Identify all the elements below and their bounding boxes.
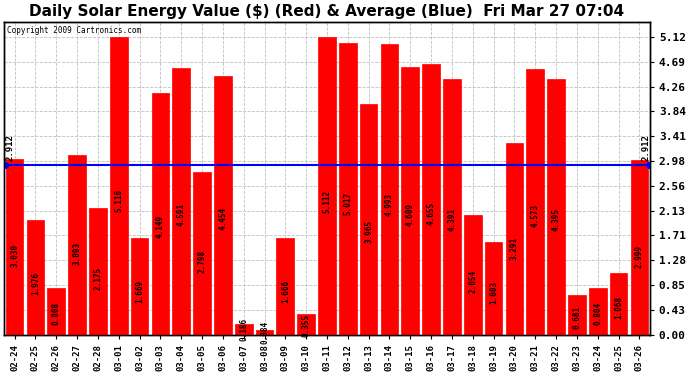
Bar — [339, 43, 357, 335]
Text: 4.454: 4.454 — [218, 207, 227, 230]
Bar — [277, 238, 294, 335]
Bar — [48, 288, 65, 335]
Text: 4.149: 4.149 — [156, 214, 165, 238]
Bar — [526, 69, 544, 335]
Bar — [568, 295, 586, 335]
Bar — [547, 79, 565, 335]
Text: 4.573: 4.573 — [531, 204, 540, 227]
Text: 4.591: 4.591 — [177, 203, 186, 226]
Text: 5.017: 5.017 — [344, 192, 353, 215]
Text: 4.609: 4.609 — [406, 202, 415, 226]
Bar — [631, 160, 648, 335]
Bar — [318, 38, 336, 335]
Bar — [235, 324, 253, 335]
Text: 4.655: 4.655 — [426, 201, 435, 225]
Text: 1.603: 1.603 — [489, 281, 498, 304]
Text: 3.030: 3.030 — [10, 244, 19, 267]
Text: 2.999: 2.999 — [635, 245, 644, 268]
Text: 1.976: 1.976 — [31, 272, 40, 295]
Text: 3.291: 3.291 — [510, 237, 519, 260]
Text: 3.093: 3.093 — [72, 242, 81, 266]
Text: 1.068: 1.068 — [614, 296, 623, 318]
Text: 0.804: 0.804 — [593, 302, 602, 326]
Text: 1.669: 1.669 — [135, 280, 144, 303]
Bar — [506, 143, 523, 335]
Bar — [89, 208, 107, 335]
Text: 5.112: 5.112 — [322, 189, 331, 213]
Text: 0.084: 0.084 — [260, 321, 269, 344]
Text: 4.993: 4.993 — [385, 193, 394, 216]
Text: 2.912: 2.912 — [642, 134, 651, 161]
Text: Copyright 2009 Cartronics.com: Copyright 2009 Cartronics.com — [8, 26, 141, 35]
Bar — [6, 159, 23, 335]
Bar — [359, 104, 377, 335]
Bar — [297, 314, 315, 335]
Bar — [589, 288, 607, 335]
Bar — [464, 215, 482, 335]
Text: 1.666: 1.666 — [281, 280, 290, 303]
Bar — [152, 93, 169, 335]
Bar — [214, 76, 232, 335]
Bar — [443, 79, 461, 335]
Text: 0.808: 0.808 — [52, 302, 61, 326]
Bar — [402, 67, 419, 335]
Bar — [256, 330, 273, 335]
Text: 0.186: 0.186 — [239, 318, 248, 341]
Text: 0.355: 0.355 — [302, 314, 310, 337]
Text: 2.054: 2.054 — [469, 270, 477, 292]
Text: 0.681: 0.681 — [573, 306, 582, 328]
Text: 2.175: 2.175 — [93, 266, 102, 290]
Bar — [68, 155, 86, 335]
Bar — [26, 220, 44, 335]
Bar — [110, 37, 128, 335]
Bar — [610, 273, 627, 335]
Bar — [193, 172, 211, 335]
Bar — [422, 64, 440, 335]
Bar — [381, 44, 398, 335]
Bar — [130, 238, 148, 335]
Text: 3.965: 3.965 — [364, 219, 373, 243]
Text: 5.116: 5.116 — [115, 189, 124, 213]
Text: 2.912: 2.912 — [6, 134, 14, 161]
Text: 4.395: 4.395 — [551, 208, 560, 231]
Text: 4.391: 4.391 — [447, 209, 457, 231]
Bar — [485, 242, 502, 335]
Title: Daily Solar Energy Value ($) (Red) & Average (Blue)  Fri Mar 27 07:04: Daily Solar Energy Value ($) (Red) & Ave… — [30, 4, 624, 19]
Bar — [172, 68, 190, 335]
Text: 2.798: 2.798 — [197, 250, 206, 273]
